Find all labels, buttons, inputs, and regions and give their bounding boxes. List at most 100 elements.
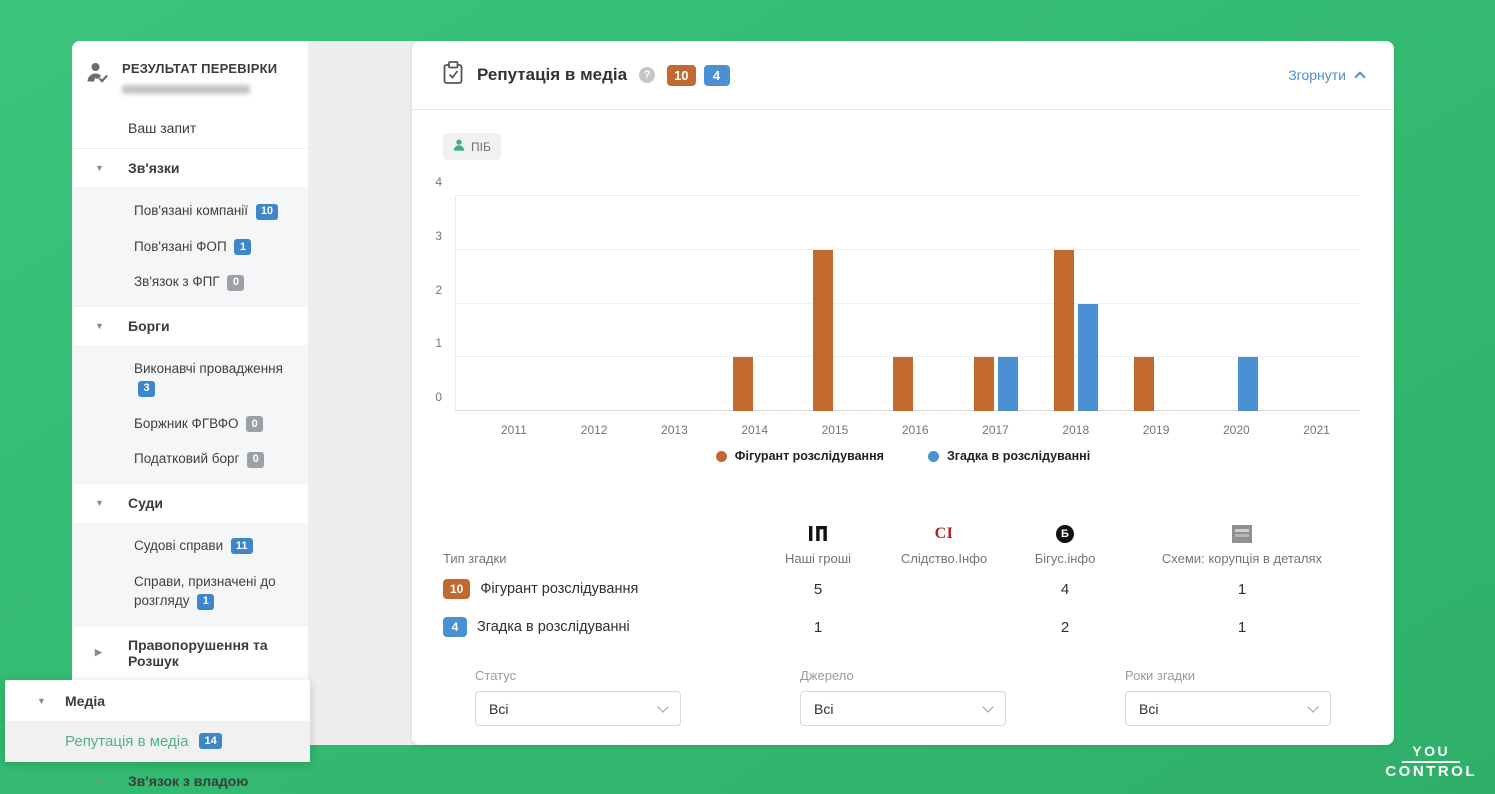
legend-item-mention: Згадка в розслідуванні: [927, 449, 1090, 463]
subject-count-badge: 10: [667, 64, 696, 86]
x-axis-label: 2016: [901, 423, 929, 437]
table-row-subject: 10 Фігурант розслідування: [443, 570, 743, 608]
sidebar-section-government-ties[interactable]: ▼ Зв'язок з владою: [72, 762, 308, 794]
x-axis-label: 2018: [1062, 423, 1090, 437]
help-icon[interactable]: ?: [639, 67, 656, 83]
person-check-icon: [86, 61, 110, 94]
orange-dot-icon: [715, 450, 727, 462]
table-cell: 1: [1237, 618, 1247, 636]
skhemy-icon: [1232, 521, 1252, 543]
chevron-down-icon: ▼: [95, 497, 104, 508]
source-column-slidstvo-info: CI Слідство.Інфо: [893, 521, 995, 570]
x-axis-label: 2014: [741, 423, 769, 437]
count-badge: 11: [230, 538, 253, 555]
chevron-down-icon: [1307, 700, 1319, 713]
bar-subject-2017: [973, 357, 994, 411]
collapse-button[interactable]: Згорнути: [1288, 67, 1366, 83]
pib-chip-label: ПІБ: [471, 139, 491, 154]
gridline: [456, 248, 1360, 250]
sidebar-section-media[interactable]: ▼ Медіа: [5, 680, 310, 721]
x-axis-label: 2019: [1142, 423, 1170, 437]
filters-row: Статус Всі Джерело Всі Роки згадки Всі: [475, 668, 1331, 726]
sidebar-section-label: Зв'язки: [128, 160, 180, 176]
mention-count-badge: 4: [703, 64, 730, 86]
chart-legend: Фігурант розслідування Згадка в розсліду…: [412, 449, 1394, 463]
bar-subject-2019: [1134, 357, 1155, 411]
sidebar-title: РЕЗУЛЬТАТ ПЕРЕВІРКИ: [122, 61, 278, 76]
media-reputation-card: Репутація в медіа ? 10 4 Згорнути ПІБ 0 1…: [412, 41, 1394, 745]
chevron-down-icon: ▼: [95, 320, 104, 331]
count-badge: 0: [246, 416, 264, 433]
source-column-skhemy: Схеми: корупція в деталях: [1135, 521, 1349, 570]
chart-plot: 0 1 2 3 4 2011 2012 2013 2014 2015 2016 2017 2018 201…: [435, 175, 1360, 437]
y-axis-label: 4: [435, 175, 442, 189]
x-axis-label: 2012: [580, 423, 608, 437]
count-badge: 1: [234, 239, 252, 256]
sidebar-item-fpg-connection[interactable]: Зв'язок з ФПГ 0: [72, 264, 308, 300]
mention-count-badge: 4: [443, 617, 467, 637]
table-cell: [893, 570, 995, 608]
sidebar-item-label: Ваш запит: [128, 120, 197, 136]
sidebar-section-label: Борги: [128, 317, 170, 334]
bar-mention-2020: [1238, 357, 1259, 411]
pib-chip[interactable]: ПІБ: [443, 133, 501, 160]
x-axis-label: 2021: [1303, 423, 1330, 437]
bar-mention-2018: [1077, 303, 1098, 411]
bar-subject-2018: [1053, 249, 1074, 411]
status-select[interactable]: Всі: [475, 691, 681, 726]
sidebar-section-label: Медіа: [65, 692, 106, 709]
chevron-right-icon: ▶: [95, 647, 102, 658]
count-badge: 3: [138, 380, 155, 397]
chevron-down-icon: [982, 700, 994, 713]
filter-label-status: Статус: [475, 668, 517, 683]
sidebar-section-label: Зв'язок з владою: [128, 772, 249, 789]
redacted-subject-name: [122, 85, 250, 94]
sidebar-section-connections[interactable]: ▼ Зв'язки: [72, 148, 308, 187]
sidebar-group-connections: Пов'язані компанії 10 Пов'язані ФОП 1 Зв…: [72, 187, 308, 306]
sidebar-section-courts[interactable]: ▼ Суди: [72, 482, 308, 522]
sidebar-item-related-fop[interactable]: Пов'язані ФОП 1: [72, 229, 308, 265]
table-row-header: Тип згадки: [443, 551, 507, 566]
table-cell: [893, 608, 995, 646]
y-axis-label: 2: [435, 282, 442, 297]
count-badge: 0: [247, 451, 265, 468]
filter-label-years: Роки згадки: [1125, 668, 1196, 683]
clipboard-check-icon: [442, 60, 465, 90]
card-title: Репутація в медіа: [477, 65, 628, 84]
youcontrol-logo: YOU CONTROL: [1385, 742, 1477, 781]
nashi-hroshi-icon: [808, 521, 828, 543]
sidebar-item-related-companies[interactable]: Пов'язані компанії 10: [72, 193, 308, 229]
table-cell: 2: [1060, 618, 1070, 636]
source-select[interactable]: Всі: [800, 691, 1006, 726]
sidebar-media-popout: ▼ Медіа Репутація в медіа 14: [5, 679, 310, 762]
sidebar-group-debts: Виконавчі провадження 3 Боржник ФГВФО 0 …: [72, 344, 308, 483]
subject-count-badge: 10: [443, 579, 471, 599]
sidebar-item-scheduled-cases[interactable]: Справи, призначені до розгляду 1: [134, 573, 276, 610]
slidstvo-info-icon: CI: [934, 525, 954, 542]
count-badge: 10: [255, 203, 279, 220]
count-badge: 0: [227, 274, 245, 291]
count-badge: 14: [199, 733, 222, 750]
person-icon: [453, 139, 465, 154]
source-column-nashi-hroshi: Наші гроші: [743, 521, 893, 570]
sidebar-item-enforcement-proceedings[interactable]: Виконавчі провадження 3: [72, 351, 308, 406]
table-cell: 1: [813, 618, 823, 636]
chevron-down-icon: ▼: [95, 163, 104, 173]
source-column-bihus-info: Б Бігус.інфо: [995, 521, 1135, 570]
app-window: РЕЗУЛЬТАТ ПЕРЕВІРКИ Ваш запит ▼ Зв'язки …: [5, 41, 1394, 789]
years-select[interactable]: Всі: [1125, 691, 1331, 726]
blue-dot-icon: [927, 450, 939, 462]
sidebar-section-offenses[interactable]: ▶ Правопорушення та Розшук: [72, 624, 308, 680]
x-axis-label: 2013: [661, 423, 688, 437]
mentions-by-source-table: Тип згадки Наші гроші CI Слідство.Інфо Б: [443, 521, 1349, 646]
y-axis-label: 1: [435, 336, 442, 351]
sidebar-item-court-cases[interactable]: Судові справи 11: [72, 528, 308, 564]
sidebar-section-label: Правопорушення та Розшук: [128, 636, 268, 669]
sidebar-item-tax-debt[interactable]: Податковий борг 0: [72, 441, 308, 477]
sidebar-item-media-reputation-selected[interactable]: Репутація в медіа 14: [5, 720, 310, 762]
gridline: [456, 302, 1360, 304]
sidebar-item-fgvfo-debtor[interactable]: Боржник ФГВФО 0: [72, 406, 308, 442]
sidebar-section-debts[interactable]: ▼ Борги: [72, 305, 308, 345]
sidebar-item-your-query[interactable]: Ваш запит: [72, 108, 308, 148]
bar-mention-2017: [997, 357, 1018, 411]
